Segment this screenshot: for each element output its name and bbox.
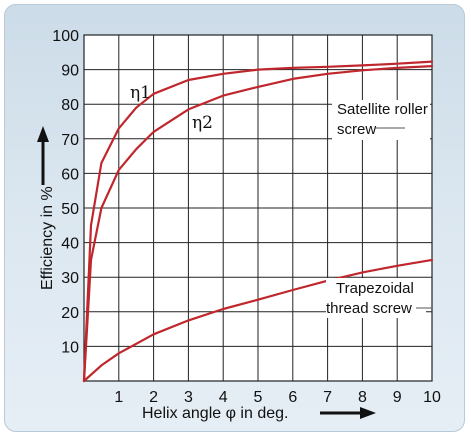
series-line-2 <box>82 64 434 383</box>
y-tick-label: 10 <box>61 339 79 356</box>
x-tick-label: 4 <box>219 389 228 406</box>
x-axis-label: Helix angle φ in deg. <box>142 405 288 422</box>
trap-label-bg <box>326 278 426 318</box>
y-tick-label: 50 <box>61 201 79 218</box>
x-axis-arrow <box>320 407 376 419</box>
x-tick-label: 1 <box>114 389 123 406</box>
y-tick-label: 30 <box>61 270 79 287</box>
x-tick-label: 8 <box>358 389 367 406</box>
y-tick-label: 20 <box>61 305 79 322</box>
series-line-3 <box>82 258 434 383</box>
x-tick-label: 9 <box>393 389 402 406</box>
y-tick-label: 60 <box>61 166 79 183</box>
series-line-1 <box>82 60 434 383</box>
y-tick-label: 40 <box>61 236 79 253</box>
y-tick-label: 70 <box>61 132 79 149</box>
eta1-label: η1 <box>130 83 151 103</box>
satellite-label-bg <box>332 100 430 140</box>
y-tick-labels: 10 20 30 40 50 60 70 80 90 100 <box>52 28 79 356</box>
eta2-label: η2 <box>192 113 213 133</box>
plot-border <box>83 34 433 382</box>
y-axis-arrow <box>37 126 49 185</box>
y-tick-label: 100 <box>52 28 79 45</box>
x-tick-label: 3 <box>184 389 193 406</box>
x-tick-label: 2 <box>149 389 158 406</box>
trap-label-line2: thread screw <box>326 300 412 317</box>
series-lines <box>82 60 434 383</box>
y-tick-label: 80 <box>61 97 79 114</box>
satellite-label-line2: screw <box>337 121 376 138</box>
satellite-label-line1: Satellite roller <box>337 101 428 118</box>
y-axis-label: Efficiency in % <box>39 186 56 290</box>
x-tick-label: 6 <box>288 389 297 406</box>
y-tick-label: 90 <box>61 63 79 80</box>
x-tick-label: 5 <box>254 389 263 406</box>
trap-label-line1: Trapezoidal <box>336 280 414 297</box>
x-tick-labels: 1 2 3 4 5 6 7 8 9 10 <box>114 389 441 406</box>
x-tick-label: 7 <box>323 389 332 406</box>
x-tick-label: 10 <box>423 389 441 406</box>
